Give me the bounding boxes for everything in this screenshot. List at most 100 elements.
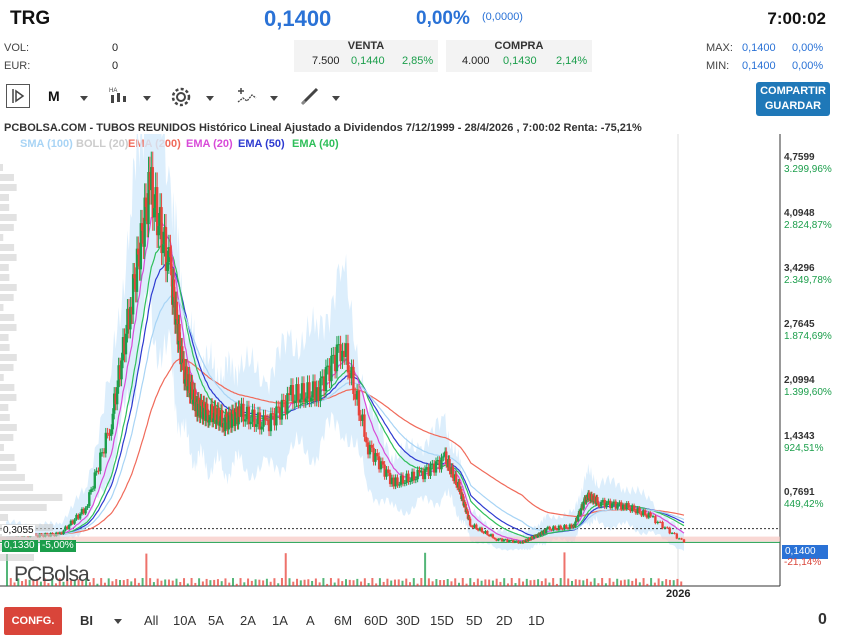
price-candle-body: [58, 532, 62, 535]
chevron-down-icon[interactable]: [332, 96, 340, 101]
gear-icon[interactable]: [170, 86, 192, 113]
candles-icon[interactable]: HA: [108, 86, 130, 111]
period-2d[interactable]: 2D: [496, 613, 513, 628]
period-1a[interactable]: 1A: [272, 613, 288, 628]
volume-bar: [533, 579, 536, 586]
vol-label: VOL:: [4, 42, 30, 54]
price-candle-body: [620, 502, 623, 510]
price-candle-body: [224, 414, 227, 432]
price-candle-body: [365, 436, 368, 443]
price-candle-body: [317, 387, 320, 401]
compra-pct: 2,14%: [556, 55, 588, 67]
chevron-down-icon[interactable]: [143, 96, 151, 101]
price-candle-body: [228, 412, 231, 416]
price-candle-body: [434, 461, 438, 473]
volume-bar: [228, 582, 231, 586]
price-candle-body: [62, 530, 65, 535]
price-candle-body: [140, 223, 144, 231]
period-5d[interactable]: 5D: [466, 613, 483, 628]
volume-bar: [21, 581, 24, 586]
volume-bar: [43, 578, 46, 586]
period-5a[interactable]: 5A: [208, 613, 224, 628]
interval-select[interactable]: BI: [80, 613, 93, 628]
svg-text:HA: HA: [109, 88, 117, 94]
volume-bar: [412, 578, 415, 586]
price-candle-body: [445, 451, 448, 465]
volume-profile-bar: [0, 484, 34, 491]
chevron-down-icon[interactable]: [270, 96, 278, 101]
chevron-down-icon[interactable]: [80, 96, 88, 101]
timeframe-button[interactable]: M: [48, 88, 60, 104]
price-candle-body: [546, 526, 550, 529]
volume-bar: [555, 583, 558, 586]
volume-bar: [638, 582, 641, 586]
price-candle-body: [506, 539, 509, 543]
price-candle-body: [288, 393, 291, 396]
volume-profile-bar: [0, 334, 9, 341]
price-candle-body: [542, 531, 545, 535]
price-candle-body: [625, 503, 628, 510]
volume-bar: [292, 581, 295, 586]
drawing-pencil-icon[interactable]: [300, 86, 322, 111]
period-2a[interactable]: 2A: [240, 613, 256, 628]
price-candle-body: [160, 207, 163, 254]
period-15d[interactable]: 15D: [430, 613, 454, 628]
volume-bar: [232, 578, 234, 586]
period-60d[interactable]: 60D: [364, 613, 388, 628]
volume-bar: [499, 581, 502, 586]
price-candle-body: [464, 503, 467, 513]
price-candle-body: [618, 502, 621, 505]
price-chart[interactable]: [0, 134, 844, 590]
play-icon[interactable]: [6, 84, 30, 108]
indicator-plus-icon[interactable]: [236, 86, 258, 111]
price-candle-body: [587, 492, 591, 499]
period-30d[interactable]: 30D: [396, 613, 420, 628]
price-candle-body: [544, 529, 548, 533]
volume-bar: [141, 578, 144, 586]
period-10a[interactable]: 10A: [173, 613, 197, 628]
price-candle-body: [266, 419, 269, 421]
volume-profile-bar: [0, 234, 4, 241]
volume-profile-bar: [0, 424, 17, 431]
legend-ema40: EMA (40): [292, 138, 339, 150]
price-candle-body: [183, 379, 187, 384]
compra-box: [446, 40, 592, 72]
config-button[interactable]: CONFG.: [4, 607, 62, 635]
volume-profile-bar: [0, 264, 9, 271]
chevron-down-icon[interactable]: [114, 619, 122, 624]
price-candle-body: [139, 223, 143, 270]
volume-profile-bar: [0, 464, 17, 471]
volume-bar: [220, 581, 223, 586]
price-candle-body: [462, 496, 465, 506]
price-candle-body: [166, 262, 169, 271]
price-candle-body: [475, 524, 478, 529]
volume-bar: [51, 578, 54, 586]
volume-bar: [250, 580, 253, 586]
price-candle-body: [134, 278, 137, 292]
price-candle-body: [396, 477, 399, 486]
price-candle-body: [108, 433, 111, 436]
price-candle-body: [574, 521, 577, 528]
period-all[interactable]: All: [144, 613, 159, 628]
price-candle-body: [596, 497, 599, 503]
volume-bar: [24, 579, 27, 586]
period-6m[interactable]: 6M: [334, 613, 353, 628]
volume-bar: [454, 578, 457, 586]
volume-bar: [476, 578, 479, 586]
volume-bar: [390, 580, 393, 586]
period-a[interactable]: A: [306, 613, 315, 628]
price-candle-body: [153, 208, 156, 218]
volume-bar: [216, 579, 219, 586]
share-save-button[interactable]: COMPARTIR GUARDAR: [756, 82, 830, 116]
volume-bar: [439, 580, 442, 586]
venta-box: [294, 40, 438, 72]
period-1d[interactable]: 1D: [528, 613, 545, 628]
volume-profile-bar: [0, 384, 15, 391]
y-tick-pct: 924,51%: [784, 443, 824, 454]
price-candle-body: [91, 488, 95, 490]
chevron-down-icon[interactable]: [206, 96, 214, 101]
price-candle-body: [117, 365, 120, 388]
price-candle-body: [678, 538, 681, 540]
volume-bar: [333, 582, 336, 586]
price-candle-body: [104, 432, 107, 454]
